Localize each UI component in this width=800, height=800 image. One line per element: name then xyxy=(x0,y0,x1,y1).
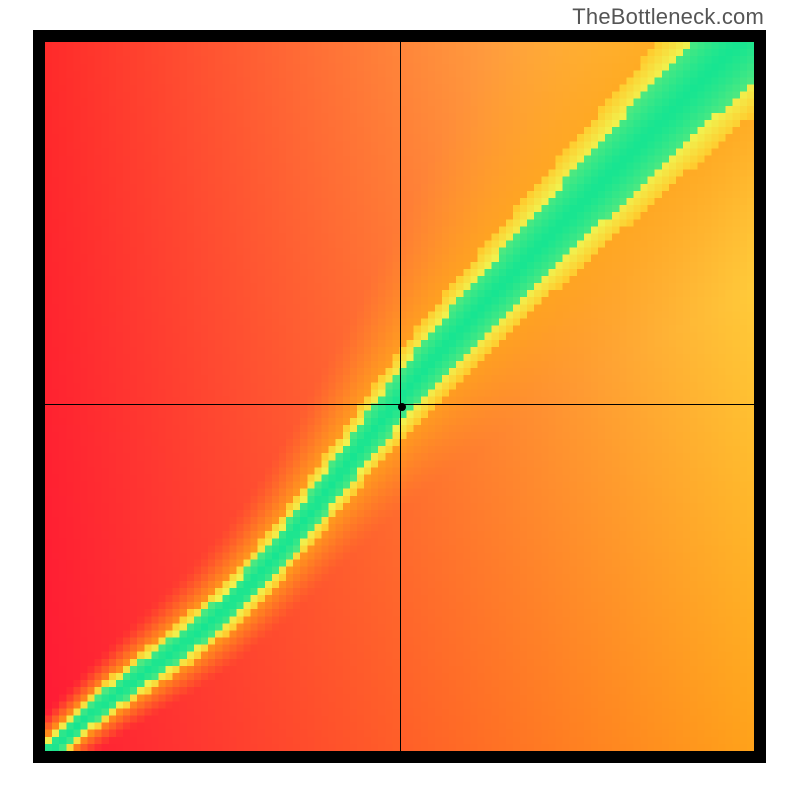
selection-marker xyxy=(398,403,406,411)
crosshair-vertical xyxy=(400,42,401,751)
watermark: TheBottleneck.com xyxy=(572,4,764,30)
bottleneck-heatmap xyxy=(33,30,766,763)
